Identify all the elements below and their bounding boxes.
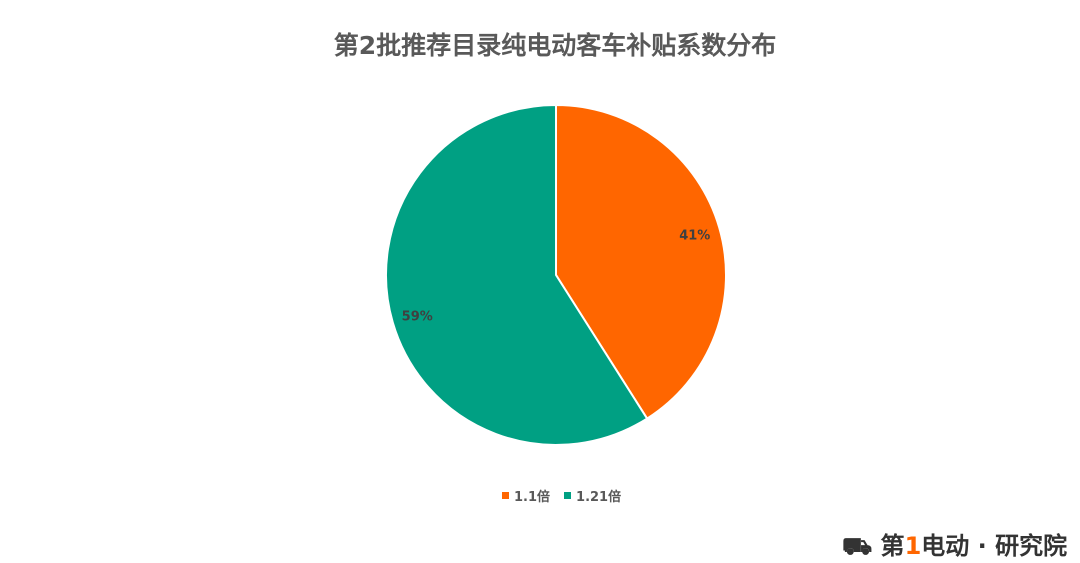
legend-label: 1.21倍	[576, 490, 622, 505]
legend-label: 1.1倍	[514, 490, 551, 505]
pie-slice-1	[385, 103, 649, 446]
pie-chart: 41% 59%	[385, 103, 728, 446]
legend-swatch	[564, 492, 572, 499]
data-label-0: 41%	[679, 229, 710, 244]
data-label-1: 59%	[402, 309, 433, 324]
legend: 1.1倍 1.21倍	[502, 486, 621, 505]
legend-item-1-1: 1.1倍	[502, 486, 550, 505]
legend-swatch	[502, 492, 509, 499]
logo: ⛟ 第1电动 · 研究院	[842, 532, 1068, 560]
legend-item-1-21: 1.21倍	[564, 486, 621, 505]
chart-title: 第2批推荐目录纯电动客车补贴系数分布	[333, 31, 777, 60]
